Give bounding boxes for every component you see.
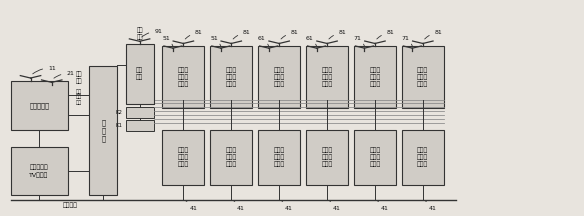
Text: 91: 91 <box>142 29 162 37</box>
Text: 频率合成型
TV高频头: 频率合成型 TV高频头 <box>29 165 49 178</box>
Text: 集成数
字频率
合成器: 集成数 字频率 合成器 <box>417 147 429 167</box>
Text: 单
片
机: 单 片 机 <box>102 119 105 142</box>
Text: 低频功
率放大
发射器: 低频功 率放大 发射器 <box>178 67 189 87</box>
Text: 高频功
率放大
发射器: 高频功 率放大 发射器 <box>369 67 381 87</box>
Text: 41: 41 <box>377 201 388 211</box>
Text: 接收
信号
强度: 接收 信号 强度 <box>75 89 82 105</box>
Bar <box>162 46 204 108</box>
Text: 41: 41 <box>329 201 340 211</box>
Text: 串行总线: 串行总线 <box>62 202 78 208</box>
Text: 低频功
率放大
发射器: 低频功 率放大 发射器 <box>225 67 237 87</box>
Bar <box>306 46 348 108</box>
Bar <box>126 120 154 131</box>
Bar <box>126 44 154 104</box>
Bar <box>402 130 444 185</box>
Text: 81: 81 <box>185 30 203 39</box>
Bar <box>210 130 252 185</box>
Text: 41: 41 <box>425 201 436 211</box>
Text: 开关
控制: 开关 控制 <box>75 72 82 84</box>
Text: 11: 11 <box>33 65 56 74</box>
Bar <box>89 66 117 195</box>
Text: 81: 81 <box>329 30 346 39</box>
Text: 开关
控制: 开关 控制 <box>136 68 143 80</box>
Bar <box>126 107 154 118</box>
Text: 前置放大器: 前置放大器 <box>29 102 49 109</box>
Text: 81: 81 <box>377 30 394 39</box>
Bar <box>354 46 396 108</box>
Bar <box>11 81 68 130</box>
Text: 41: 41 <box>281 201 293 211</box>
Text: 集成数
字频率
合成器: 集成数 字频率 合成器 <box>273 147 285 167</box>
Text: 中频功
率放大
发射器: 中频功 率放大 发射器 <box>273 67 285 87</box>
Text: 81: 81 <box>425 30 442 39</box>
Text: 集成数
字频率
合成器: 集成数 字频率 合成器 <box>178 147 189 167</box>
Text: 61: 61 <box>306 36 317 46</box>
Bar <box>354 130 396 185</box>
Text: 41: 41 <box>234 201 245 211</box>
Text: 开关
控制: 开关 控制 <box>136 28 143 40</box>
Text: K2: K2 <box>116 110 123 115</box>
Text: 71: 71 <box>354 36 364 46</box>
Bar <box>258 130 300 185</box>
Text: 41: 41 <box>186 201 197 211</box>
Text: 集成数
字频率
合成器: 集成数 字频率 合成器 <box>369 147 381 167</box>
Text: 51: 51 <box>210 36 221 46</box>
Text: 61: 61 <box>258 36 269 46</box>
Text: K1: K1 <box>116 123 123 128</box>
Bar <box>306 130 348 185</box>
Bar <box>210 46 252 108</box>
Text: 集成数
字频率
合成器: 集成数 字频率 合成器 <box>321 147 333 167</box>
Text: 高频功
率放大
发射器: 高频功 率放大 发射器 <box>417 67 429 87</box>
Bar <box>258 46 300 108</box>
Text: 81: 81 <box>233 30 251 39</box>
Bar <box>11 147 68 195</box>
Text: 71: 71 <box>402 36 412 46</box>
Text: 81: 81 <box>281 30 298 39</box>
Bar <box>402 46 444 108</box>
Bar <box>162 130 204 185</box>
Text: 51: 51 <box>162 36 173 46</box>
Text: 集成数
字频率
合成器: 集成数 字频率 合成器 <box>225 147 237 167</box>
Text: 中频功
率放大
发射器: 中频功 率放大 发射器 <box>321 67 333 87</box>
Text: 21: 21 <box>54 71 74 78</box>
